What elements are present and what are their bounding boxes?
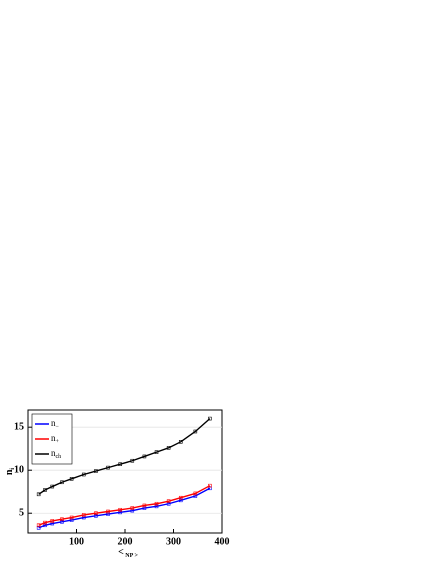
point bbox=[106, 509, 110, 514]
point bbox=[208, 486, 212, 491]
point bbox=[36, 526, 41, 530]
point bbox=[154, 450, 159, 454]
point bbox=[178, 440, 183, 444]
point bbox=[36, 492, 41, 497]
x-tick-label: 200 bbox=[118, 536, 133, 547]
point bbox=[81, 515, 86, 520]
point bbox=[50, 521, 55, 526]
point bbox=[208, 483, 212, 488]
series-line bbox=[38, 485, 211, 526]
point bbox=[142, 454, 147, 459]
series-line bbox=[38, 487, 211, 529]
point bbox=[43, 523, 47, 528]
legend-label: nch bbox=[51, 448, 61, 460]
point bbox=[69, 515, 74, 520]
point bbox=[130, 506, 135, 510]
point bbox=[178, 495, 183, 500]
y-tick-label: 15 bbox=[14, 421, 24, 432]
point bbox=[81, 472, 86, 477]
point bbox=[94, 511, 98, 516]
point bbox=[94, 513, 98, 518]
x-tick-label: 100 bbox=[69, 536, 84, 547]
point bbox=[81, 513, 86, 517]
point bbox=[142, 506, 147, 510]
point bbox=[60, 520, 64, 524]
point bbox=[208, 416, 212, 421]
y-tick-label: 10 bbox=[14, 465, 24, 476]
x-tick-label: 300 bbox=[166, 536, 181, 547]
point bbox=[154, 501, 159, 506]
point bbox=[130, 508, 135, 513]
point bbox=[43, 520, 47, 525]
point bbox=[69, 477, 74, 481]
point bbox=[118, 462, 122, 466]
point bbox=[130, 458, 135, 463]
point bbox=[166, 446, 171, 450]
point bbox=[106, 512, 110, 516]
point bbox=[50, 484, 55, 489]
series-line bbox=[38, 418, 211, 495]
legend-label: n− bbox=[51, 418, 60, 430]
point bbox=[94, 469, 98, 473]
point bbox=[60, 480, 64, 485]
point bbox=[166, 501, 171, 506]
point bbox=[193, 491, 198, 496]
point bbox=[118, 510, 122, 515]
point bbox=[178, 498, 183, 503]
point bbox=[118, 507, 122, 512]
point bbox=[193, 494, 198, 498]
x-tick-label: 400 bbox=[215, 536, 230, 547]
y-axis-label: ni bbox=[4, 468, 16, 476]
point bbox=[154, 504, 159, 509]
x-axis-label: < NP > bbox=[118, 547, 138, 559]
point bbox=[193, 429, 198, 434]
point bbox=[69, 518, 74, 522]
point bbox=[60, 517, 64, 522]
y-tick-label: 5 bbox=[19, 508, 24, 519]
point bbox=[50, 519, 55, 523]
point bbox=[166, 499, 171, 503]
point bbox=[106, 465, 110, 470]
point bbox=[142, 503, 147, 508]
point bbox=[36, 523, 41, 528]
legend-label: n+ bbox=[51, 433, 60, 445]
point bbox=[43, 488, 47, 492]
